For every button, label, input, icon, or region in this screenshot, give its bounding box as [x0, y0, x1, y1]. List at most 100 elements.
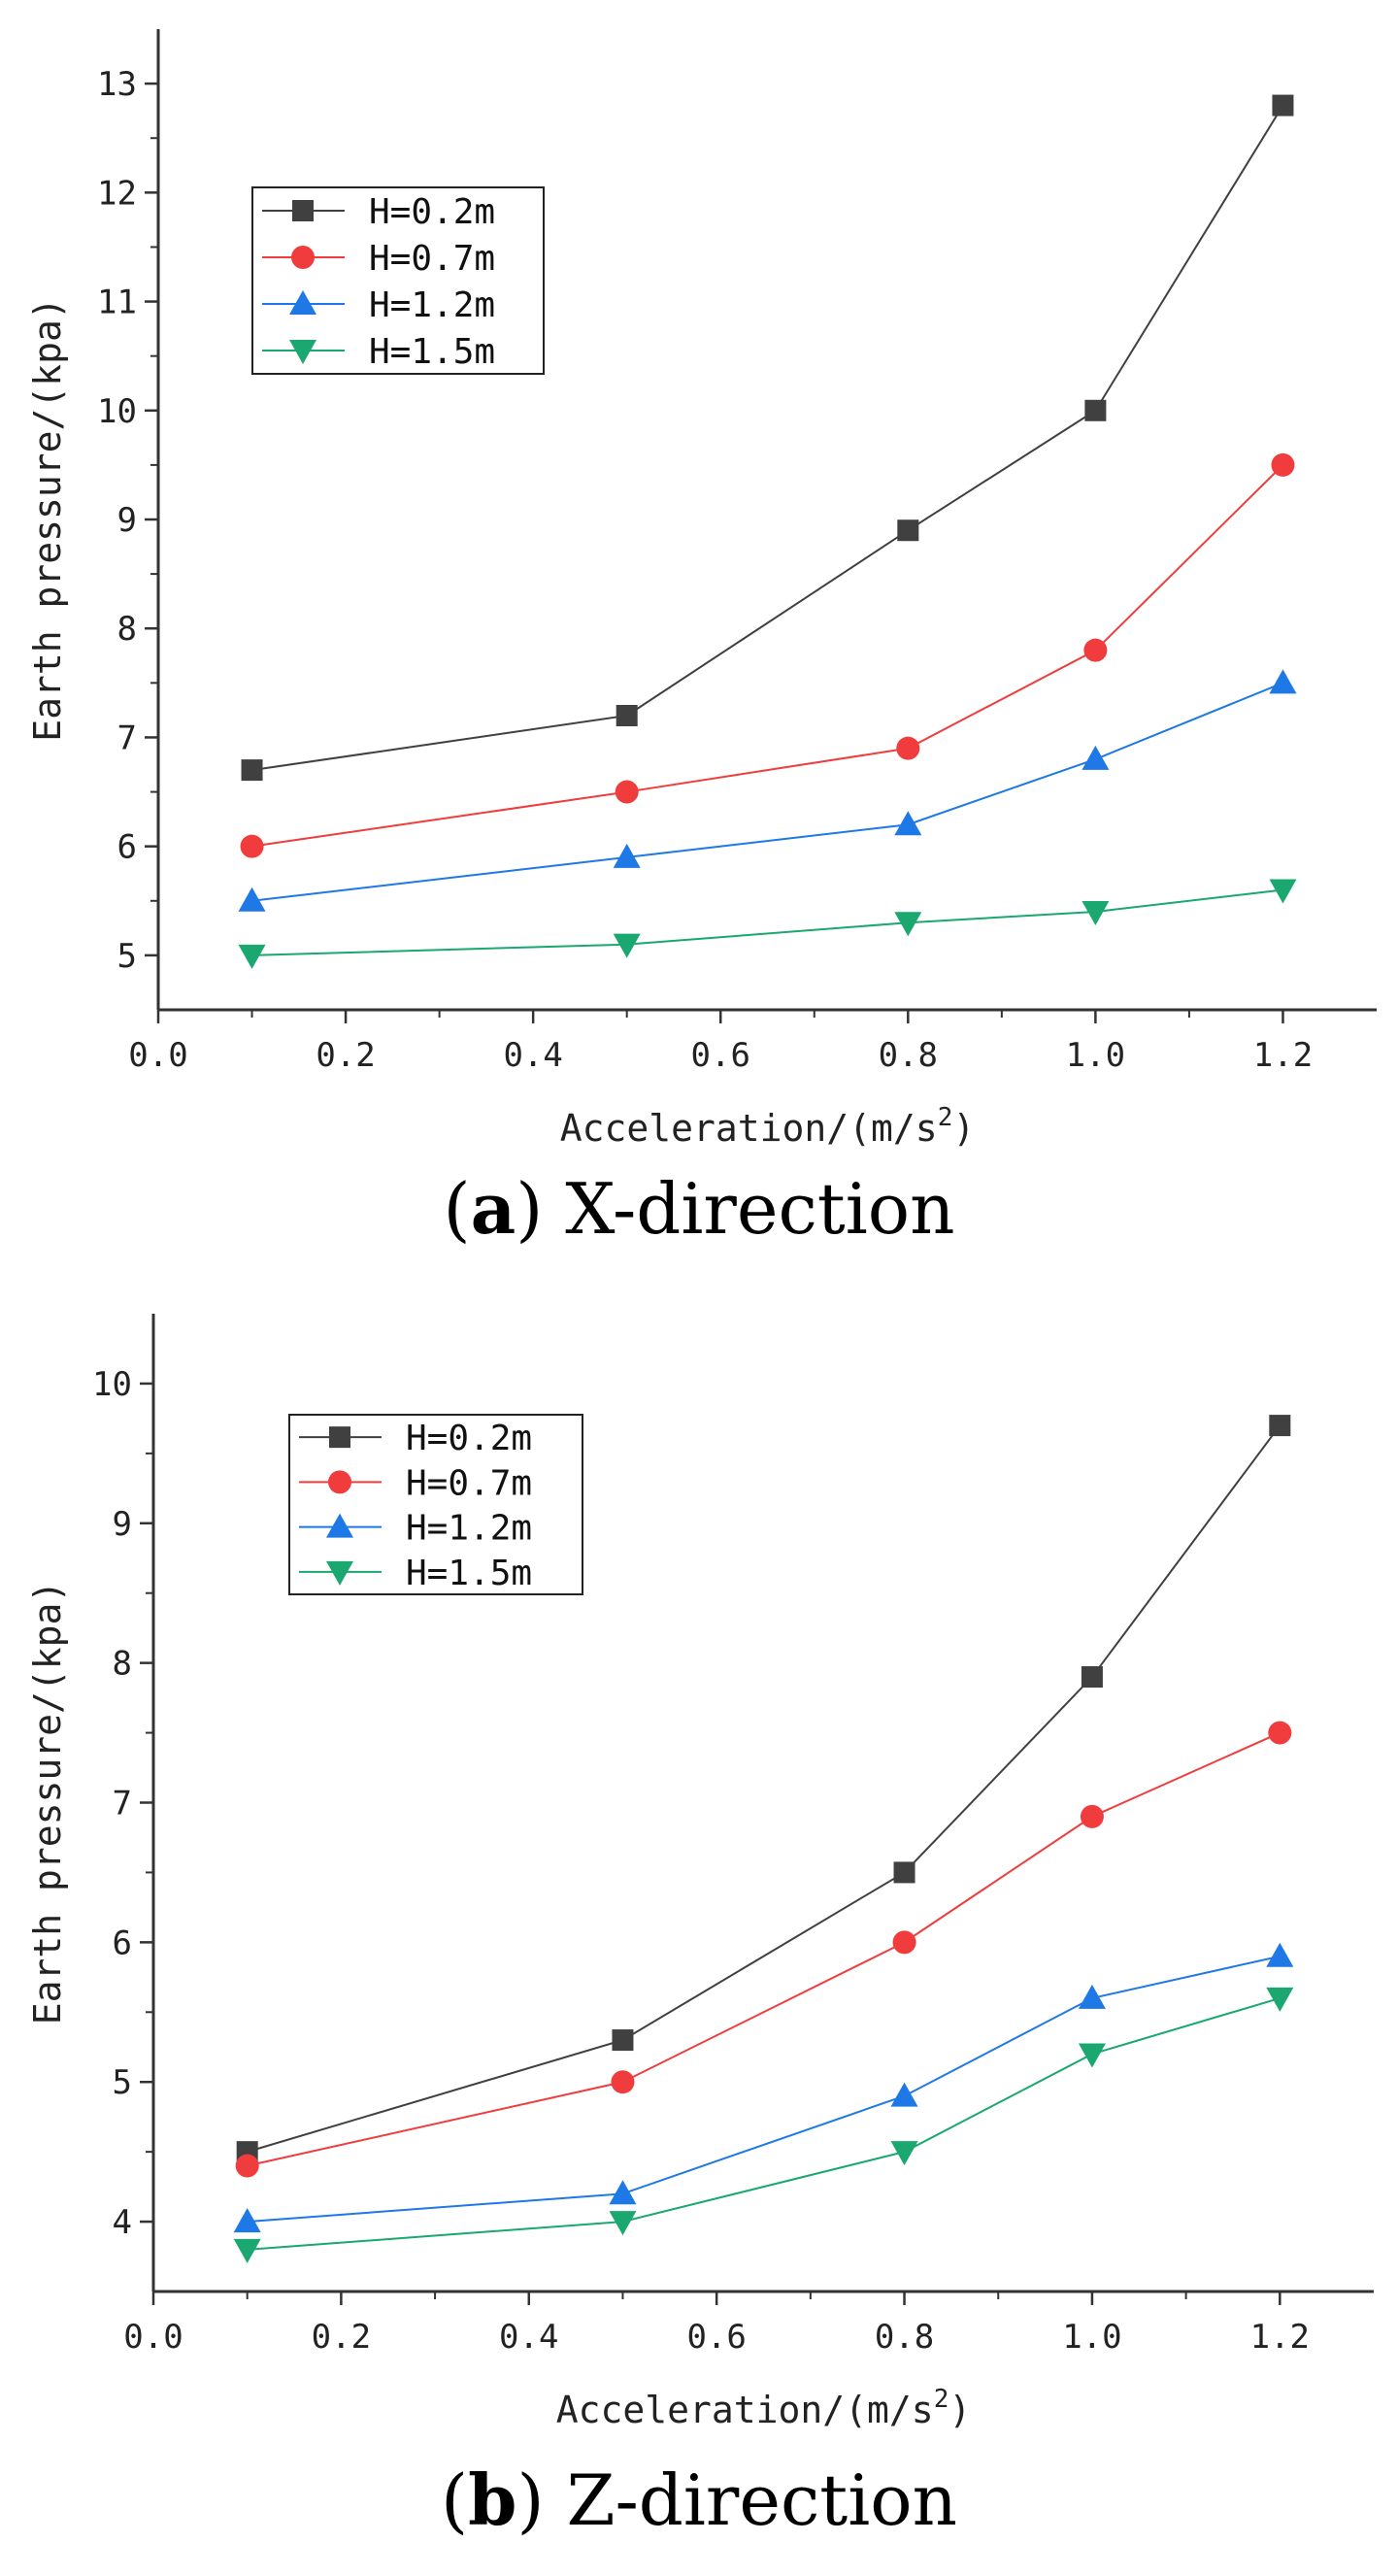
data-point: [896, 736, 920, 760]
legend-label: H=1.2m: [369, 285, 495, 325]
y-tick-label: 12: [97, 174, 137, 213]
series-line: [247, 1731, 1281, 2167]
y-tick-label: 6: [113, 1924, 132, 1962]
data-point: [616, 705, 638, 726]
x-tick-label: 0.6: [686, 2318, 746, 2357]
data-point: [233, 2208, 261, 2233]
data-point: [240, 834, 264, 858]
legend-label: H=1.5m: [406, 1554, 532, 1593]
x-tick-label: 0.2: [316, 1036, 375, 1075]
legend-marker: [328, 1470, 351, 1494]
legend-label: H=0.7m: [406, 1463, 532, 1503]
x-tick-label: 1.2: [1250, 2318, 1310, 2357]
legend-marker: [326, 1513, 353, 1538]
y-tick-label: 10: [97, 392, 137, 431]
legend-label: H=0.7m: [369, 239, 495, 279]
y-tick-label: 4: [113, 2203, 132, 2242]
y-tick-label: 5: [113, 2063, 132, 2102]
chart-panel-b: 0.0 0.2 0.4 0.6 0.8 1.0 1.2 4 5 6 7 8 9 10 Acceleratio…: [26, 1314, 1374, 2541]
data-point: [1268, 1721, 1292, 1745]
series-line: [251, 464, 1284, 848]
legend-label: H=0.2m: [369, 192, 495, 232]
y-tick-label: 8: [117, 610, 137, 649]
legend-marker: [289, 290, 316, 315]
data-point: [1082, 901, 1110, 925]
series-line: [251, 682, 1283, 902]
series-line: [247, 1996, 1281, 2251]
data-point: [1080, 1804, 1104, 1828]
series-line: [247, 1955, 1281, 2224]
data-point: [1078, 2043, 1106, 2068]
y-tick-label: 13: [97, 65, 137, 104]
x-axis-title: Acceleration/(m/s2): [556, 2385, 971, 2431]
data-point: [1269, 669, 1297, 694]
y-axis-title: Earth pressure/(kpa): [26, 297, 69, 742]
data-point: [890, 2141, 918, 2166]
x-tick-label: 0.0: [128, 1036, 187, 1075]
x-tick-label: 0.4: [499, 2318, 558, 2357]
data-point: [611, 2070, 635, 2094]
data-point: [1266, 1987, 1294, 2012]
data-point: [612, 2029, 634, 2052]
y-tick-label: 6: [117, 828, 137, 867]
data-point: [613, 933, 641, 958]
legend-label: H=0.2m: [406, 1419, 532, 1458]
data-point: [609, 2180, 637, 2205]
x-tick-label: 1.0: [1062, 2318, 1121, 2357]
data-point: [1081, 1666, 1103, 1689]
data-point: [893, 1861, 915, 1884]
x-tick-label: 0.8: [879, 1036, 938, 1075]
legend-label: H=1.2m: [406, 1509, 532, 1549]
y-tick-label: 7: [113, 1785, 132, 1823]
data-point: [238, 887, 266, 912]
x-tick-label: 0.2: [312, 2318, 371, 2357]
data-point: [1269, 1415, 1291, 1437]
data-point: [241, 759, 263, 782]
data-point: [613, 843, 641, 868]
data-point: [609, 2211, 637, 2236]
data-point: [1078, 1984, 1106, 2009]
y-tick-label: 11: [97, 284, 137, 322]
data-point: [892, 1930, 916, 1955]
data-point: [238, 944, 266, 969]
legend-marker: [291, 246, 315, 269]
y-tick-label: 9: [117, 501, 137, 540]
chart-panel-a: 0.0 0.2 0.4 0.6 0.8 1.0 1.2 5 6 7 8 9 10 11 12 13 Accele…: [26, 29, 1377, 1250]
data-point: [1271, 452, 1295, 477]
figure-caption: (b) Z-direction: [441, 2459, 957, 2541]
legend-marker: [326, 1560, 353, 1586]
data-point: [1269, 879, 1297, 904]
data-point: [897, 519, 919, 542]
x-tick-label: 0.0: [123, 2318, 183, 2357]
y-tick-label: 9: [113, 1505, 132, 1544]
x-tick-label: 0.6: [691, 1036, 750, 1075]
data-point: [235, 2154, 259, 2178]
data-point: [894, 811, 922, 836]
data-point: [615, 780, 639, 804]
y-tick-label: 10: [92, 1365, 132, 1404]
data-point: [894, 912, 922, 937]
data-point: [890, 2082, 918, 2107]
data-point: [1083, 638, 1108, 662]
x-tick-label: 0.4: [503, 1036, 562, 1075]
data-point: [233, 2238, 261, 2263]
y-tick-label: 8: [113, 1645, 132, 1684]
y-axis-title: Earth pressure/(kpa): [26, 1581, 69, 2025]
data-point: [1084, 399, 1107, 421]
x-tick-label: 1.2: [1253, 1036, 1313, 1075]
legend-marker: [329, 1426, 350, 1449]
legend-marker: [292, 200, 314, 221]
x-tick-label: 1.0: [1066, 1036, 1125, 1075]
legend-label: H=1.5m: [369, 332, 495, 372]
figure-caption: (a) X-direction: [444, 1167, 955, 1250]
series-line: [251, 888, 1283, 956]
x-tick-label: 0.8: [875, 2318, 934, 2357]
x-axis-title: Acceleration/(m/s2): [560, 1103, 975, 1150]
y-tick-label: 7: [117, 719, 137, 757]
data-point: [1272, 94, 1294, 117]
y-tick-label: 5: [117, 937, 137, 976]
data-point: [1266, 1942, 1294, 1967]
data-point: [1082, 745, 1110, 770]
legend-marker: [289, 340, 316, 364]
